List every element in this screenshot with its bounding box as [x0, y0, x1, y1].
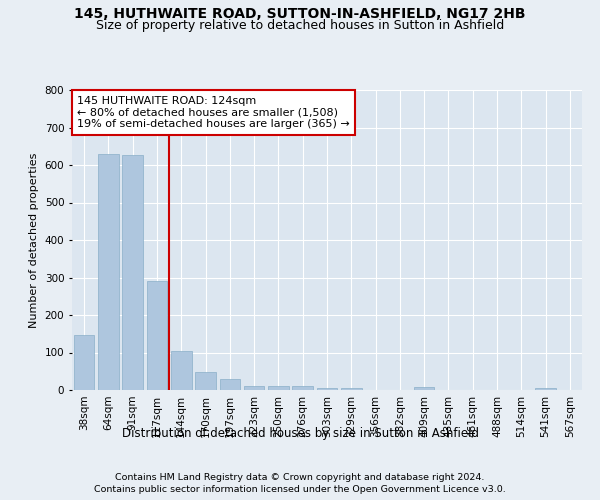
Bar	[98, 154, 119, 390]
Text: Contains HM Land Registry data © Crown copyright and database right 2024.: Contains HM Land Registry data © Crown c…	[115, 472, 485, 482]
Bar	[220, 379, 240, 390]
Bar	[535, 388, 556, 390]
Text: Distribution of detached houses by size in Sutton in Ashfield: Distribution of detached houses by size …	[121, 428, 479, 440]
Bar	[244, 386, 265, 390]
Bar	[146, 281, 167, 390]
Bar	[122, 155, 143, 390]
Bar	[268, 386, 289, 390]
Text: Contains public sector information licensed under the Open Government Licence v3: Contains public sector information licen…	[94, 485, 506, 494]
Bar	[74, 334, 94, 390]
Bar	[341, 388, 362, 390]
Text: Size of property relative to detached houses in Sutton in Ashfield: Size of property relative to detached ho…	[96, 18, 504, 32]
Bar	[414, 388, 434, 390]
Bar	[317, 388, 337, 390]
Y-axis label: Number of detached properties: Number of detached properties	[29, 152, 39, 328]
Bar	[171, 352, 191, 390]
Bar	[195, 372, 216, 390]
Bar	[292, 386, 313, 390]
Text: 145 HUTHWAITE ROAD: 124sqm
← 80% of detached houses are smaller (1,508)
19% of s: 145 HUTHWAITE ROAD: 124sqm ← 80% of deta…	[77, 96, 350, 129]
Text: 145, HUTHWAITE ROAD, SUTTON-IN-ASHFIELD, NG17 2HB: 145, HUTHWAITE ROAD, SUTTON-IN-ASHFIELD,…	[74, 8, 526, 22]
